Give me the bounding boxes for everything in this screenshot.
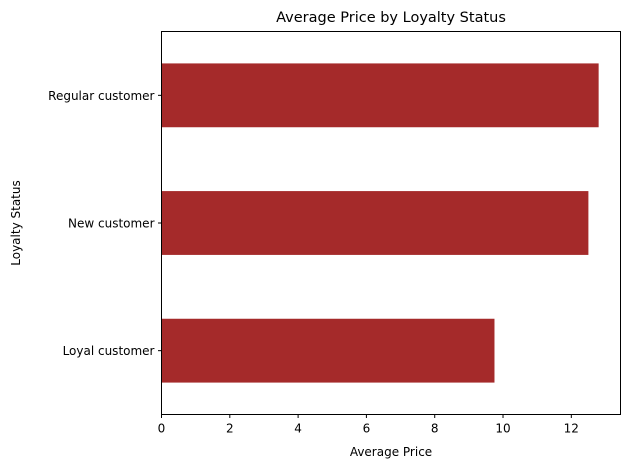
bar-regular-customer xyxy=(161,63,599,128)
x-axis-title: Average Price xyxy=(350,445,432,459)
y-axis-ticks: Loyal customer New customer Regular custom… xyxy=(48,89,162,358)
x-tick-label: 8 xyxy=(431,422,439,436)
bars-group xyxy=(161,63,599,383)
y-tick-label: Loyal customer xyxy=(63,344,155,358)
x-tick-label: 6 xyxy=(363,422,371,436)
x-tick-label: 10 xyxy=(495,422,510,436)
y-axis-title: Loyalty Status xyxy=(9,180,23,265)
x-tick-label: 4 xyxy=(294,422,302,436)
x-tick-label: 0 xyxy=(158,422,166,436)
bar-loyal-customer xyxy=(161,318,495,383)
x-tick-label: 2 xyxy=(226,422,234,436)
plot-frame xyxy=(161,31,621,415)
chart-title: Average Price by Loyalty Status xyxy=(276,10,506,26)
y-tick-label: Regular customer xyxy=(48,89,154,103)
x-tick-label: 12 xyxy=(564,422,579,436)
x-axis-ticks: 0 2 4 6 8 10 12 xyxy=(158,414,579,436)
y-tick-label: New customer xyxy=(68,217,155,231)
bar-new-customer xyxy=(161,191,589,255)
